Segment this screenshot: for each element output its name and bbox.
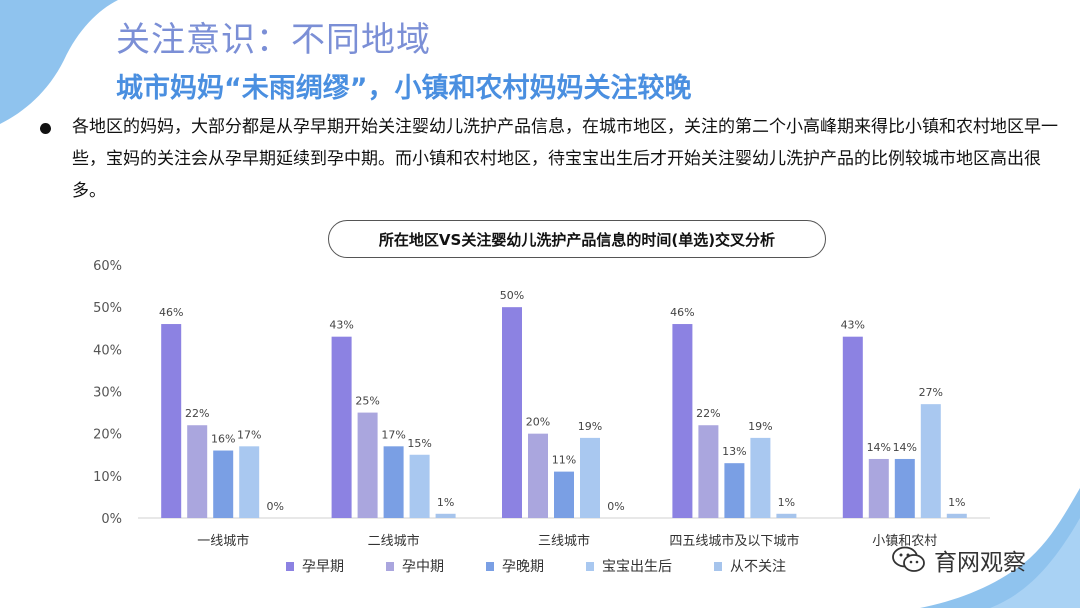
bar — [409, 454, 430, 518]
legend-item-late: 孕晚期 — [486, 556, 544, 576]
legend-swatch — [714, 561, 722, 571]
wechat-icon — [892, 546, 925, 572]
data-label: 14% — [867, 441, 891, 454]
bar — [528, 433, 548, 518]
legend-label: 孕晚期 — [502, 559, 544, 575]
legend-swatch — [286, 561, 294, 571]
data-label: 11% — [552, 454, 576, 467]
legend-item-never: 从不关注 — [714, 556, 786, 576]
y-tick-label: 20% — [93, 428, 122, 443]
chart-title: 所在地区VS关注婴幼儿洗护产品信息的时间(单选)交叉分析 — [328, 220, 826, 258]
y-tick-label: 30% — [93, 386, 122, 401]
x-category-label: 二线城市 — [368, 533, 420, 549]
legend-swatch — [586, 561, 594, 571]
bar — [672, 324, 693, 518]
data-label: 19% — [748, 420, 772, 433]
y-tick-label: 50% — [93, 301, 122, 316]
data-label: 20% — [526, 416, 550, 429]
bar — [161, 324, 182, 518]
chart-legend: 孕早期 孕中期 孕晚期 宝宝出生后 从不关注 — [286, 556, 786, 576]
x-category-label: 小镇和农村 — [872, 534, 937, 549]
y-tick-label: 40% — [93, 343, 122, 358]
data-label: 16% — [211, 433, 235, 446]
bar — [842, 336, 863, 518]
watermark: 育网观察 — [892, 543, 1026, 577]
bar — [868, 458, 889, 518]
bar — [724, 463, 745, 518]
page-title: 关注意识：不同地域 — [116, 20, 431, 60]
x-category-label: 四五线城市及以下城市 — [669, 533, 799, 549]
bar — [435, 513, 456, 518]
bar — [554, 471, 574, 518]
bar — [357, 412, 378, 518]
data-label: 1% — [437, 496, 454, 509]
bar — [331, 336, 352, 518]
bullet-icon — [40, 123, 51, 134]
x-category-label: 一线城市 — [197, 533, 249, 549]
legend-swatch — [486, 561, 494, 571]
data-label: 0% — [607, 500, 624, 513]
data-label: 0% — [266, 500, 283, 513]
bar — [920, 404, 941, 518]
legend-swatch — [386, 561, 394, 571]
bar — [580, 437, 600, 518]
data-label: 13% — [722, 445, 746, 458]
bar — [750, 437, 771, 518]
data-label: 1% — [778, 496, 795, 509]
data-label: 17% — [237, 428, 261, 441]
bar — [946, 513, 967, 518]
bar — [776, 513, 797, 518]
page-subtitle: 城市妈妈“未雨绸缪”，小镇和农村妈妈关注较晚 — [116, 73, 692, 104]
legend-label: 孕中期 — [402, 559, 444, 575]
data-label: 27% — [919, 386, 943, 399]
legend-item-mid: 孕中期 — [386, 556, 444, 576]
bar — [383, 446, 404, 518]
legend-item-after-birth: 宝宝出生后 — [586, 556, 672, 576]
bar — [239, 446, 260, 518]
legend-item-early: 孕早期 — [286, 556, 344, 576]
bar — [187, 425, 208, 518]
bar — [213, 450, 234, 518]
data-label: 17% — [381, 428, 405, 441]
data-label: 50% — [500, 289, 524, 302]
data-label: 25% — [355, 395, 379, 408]
y-tick-label: 10% — [93, 470, 122, 485]
data-label: 15% — [407, 437, 431, 450]
watermark-text: 育网观察 — [934, 550, 1026, 576]
summary-paragraph: 各地区的妈妈，大部分都是从孕早期开始关注婴幼儿洗护产品信息，在城市地区，关注的第… — [72, 117, 1058, 201]
bar — [698, 425, 719, 518]
y-tick-label: 0% — [101, 512, 122, 527]
legend-label: 从不关注 — [730, 559, 786, 575]
bar — [894, 458, 915, 518]
data-label: 14% — [893, 441, 917, 454]
x-category-label: 三线城市 — [538, 533, 590, 549]
y-tick-label: 60% — [93, 259, 122, 274]
data-label: 43% — [329, 319, 353, 332]
data-label: 22% — [696, 407, 720, 420]
data-label: 46% — [159, 306, 183, 319]
bar — [502, 307, 522, 518]
legend-label: 宝宝出生后 — [602, 559, 672, 575]
data-label: 1% — [948, 496, 965, 509]
data-label: 22% — [185, 407, 209, 420]
data-label: 19% — [578, 420, 602, 433]
data-label: 46% — [670, 306, 694, 319]
data-label: 43% — [841, 319, 865, 332]
legend-label: 孕早期 — [302, 559, 344, 575]
